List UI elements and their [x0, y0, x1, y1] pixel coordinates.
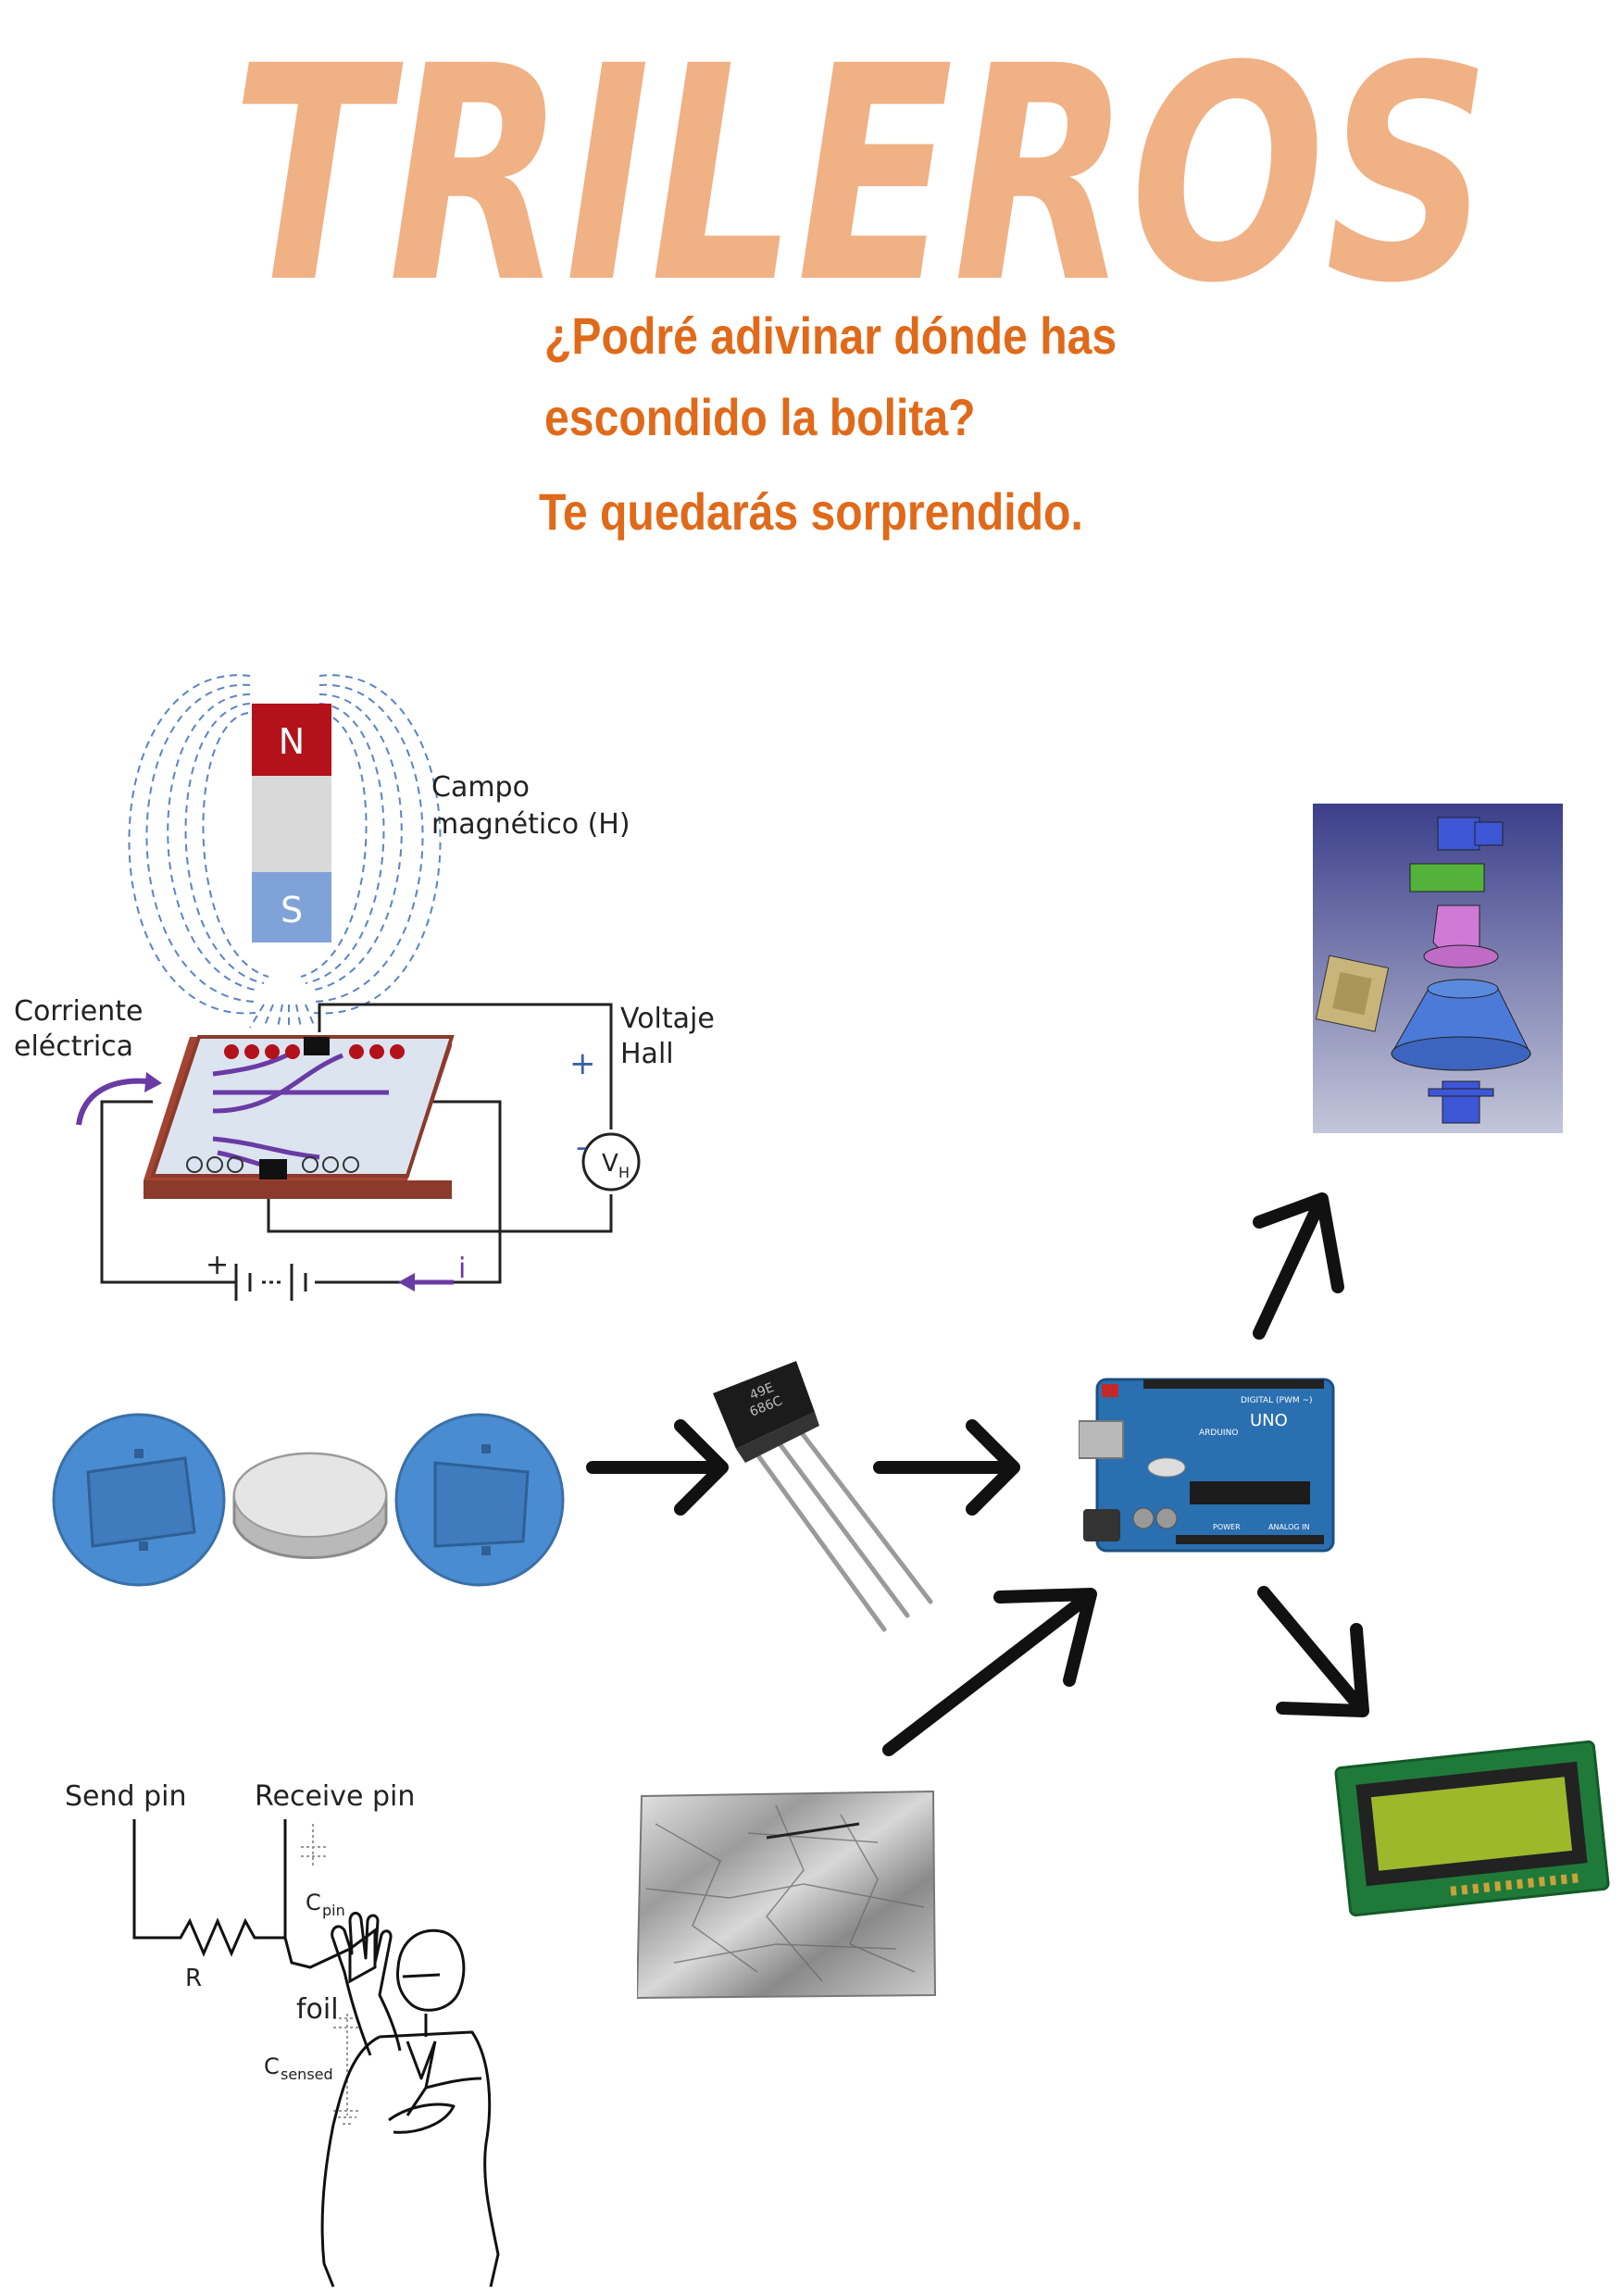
power-jack: [1083, 1509, 1120, 1541]
magnetic-field-lines: [128, 674, 442, 1029]
current-arrow: [76, 1078, 149, 1126]
sensor-body: [713, 1361, 815, 1449]
capacitive-sensing-diagram: Send pin Receive pin R C pin foil C sens…: [65, 1780, 500, 2288]
send-pin-label: Send pin: [65, 1780, 186, 1813]
magnet-body: [252, 776, 331, 872]
digital-header: [1143, 1379, 1324, 1389]
subtitle-line-2: escondido la bolita?: [544, 388, 976, 446]
voltmeter: [581, 1132, 641, 1192]
arrow-arduino-to-lcd: [1257, 1586, 1369, 1717]
magnet-south-pole: [252, 872, 331, 942]
c-sensed-label: C: [264, 2053, 280, 2079]
servo-3d-model-render: [1313, 804, 1563, 1133]
lcd-screen: [1370, 1777, 1573, 1871]
electron-flow: [212, 1048, 389, 1169]
hall-effect-diagram: N S Campo magnético (H) + V H + -: [14, 674, 715, 1301]
south-label: S: [281, 890, 303, 930]
lcd-16x2-display: [1334, 1740, 1610, 1917]
voltage-minus: -: [576, 1129, 587, 1166]
battery-plus: +: [206, 1249, 229, 1281]
render-servo: [1442, 1080, 1480, 1124]
circuit-wires: [100, 1003, 613, 1301]
voltage-label-line-1: Voltaje: [620, 1003, 715, 1035]
current-label-line-2: eléctrica: [14, 1030, 133, 1063]
analog-header: [1176, 1535, 1324, 1544]
receive-pin-label: Receive pin: [255, 1780, 415, 1813]
voltmeter-sub: H: [618, 1164, 630, 1181]
usb-port: [1079, 1420, 1124, 1459]
arduino-brand: ARDUINO: [1199, 1429, 1238, 1438]
north-label: N: [279, 721, 305, 762]
voltmeter-v: V: [602, 1150, 618, 1178]
person-illustration: [320, 1912, 500, 2288]
arduino-power-label: POWER: [1213, 1523, 1241, 1531]
foil-label: foil: [296, 1993, 339, 2026]
title-text: TRILEROS: [231, 4, 1491, 306]
arduino-digital-label: DIGITAL (PWM ~): [1241, 1396, 1313, 1405]
field-label-line-1: Campo: [431, 771, 530, 804]
cups-and-ball: [52, 1413, 565, 1587]
field-label-line-2: magnético (H): [431, 808, 630, 841]
hall-contact-bottom: [259, 1159, 287, 1179]
hall-plate-edge: [144, 1180, 452, 1199]
arduino-model: UNO: [1250, 1411, 1288, 1430]
arrow-arduino-to-servo: [1253, 1192, 1344, 1340]
c-pin-label: C: [306, 1890, 321, 1915]
negative-charges: [186, 1156, 359, 1173]
subtitle-line-1: ¿Podré adivinar dónde has: [544, 306, 1117, 365]
atmega-chip: [1190, 1481, 1310, 1504]
current-i-label: i: [458, 1253, 466, 1285]
arduino-analog-label: ANALOG IN: [1268, 1523, 1310, 1531]
magnet-north-pole: [252, 704, 331, 776]
current-label-line-1: Corriente: [14, 995, 143, 1028]
hall-contact-top: [304, 1037, 330, 1055]
voltage-label-line-2: Hall: [620, 1038, 674, 1070]
aluminium-foil: [637, 1790, 937, 2000]
capacitor-pin: [301, 1824, 326, 1866]
positive-charges: [224, 1044, 405, 1059]
arduino-uno-board: DIGITAL (PWM ~) UNO ARDUINO POWER ANALOG…: [1079, 1378, 1335, 1553]
c-sensed-sub: sensed: [281, 2065, 333, 2083]
voltage-plus: +: [569, 1045, 596, 1082]
poster-title: TRILEROS: [231, 4, 1491, 306]
c-pin-sub: pin: [322, 1902, 345, 1919]
subtitle-line-3: Te quedarás sorprendido.: [539, 482, 1083, 541]
hall-sensor-49e: 49E 686C: [713, 1361, 933, 1632]
resistor-label: R: [185, 1965, 202, 1992]
